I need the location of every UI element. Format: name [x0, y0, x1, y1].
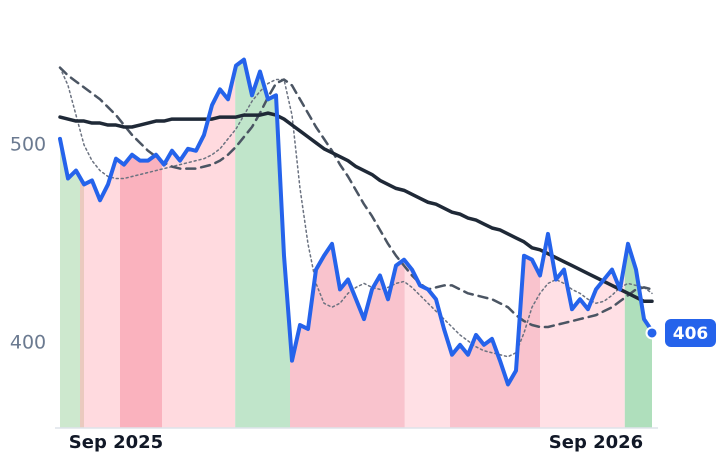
x-tick-label: Sep 2025	[69, 432, 163, 453]
price-line	[58, 57, 654, 387]
regime-band	[84, 158, 120, 428]
regime-band	[290, 243, 405, 428]
regime-band	[60, 138, 80, 429]
y-tick-label: 500	[10, 133, 46, 155]
last-value-label: 406	[673, 324, 709, 344]
regime-band	[404, 260, 450, 428]
regime-band	[162, 68, 236, 428]
regime-band	[80, 177, 84, 428]
last-point	[645, 326, 659, 340]
price-line	[59, 66, 653, 358]
last-value-badge	[665, 318, 716, 347]
x-tick-label: Sep 2026	[549, 432, 643, 453]
regime-band	[120, 154, 162, 428]
regime-band	[450, 255, 540, 428]
regime-band	[235, 59, 290, 428]
y-tick-label: 400	[10, 331, 46, 353]
regime-band	[624, 243, 652, 428]
